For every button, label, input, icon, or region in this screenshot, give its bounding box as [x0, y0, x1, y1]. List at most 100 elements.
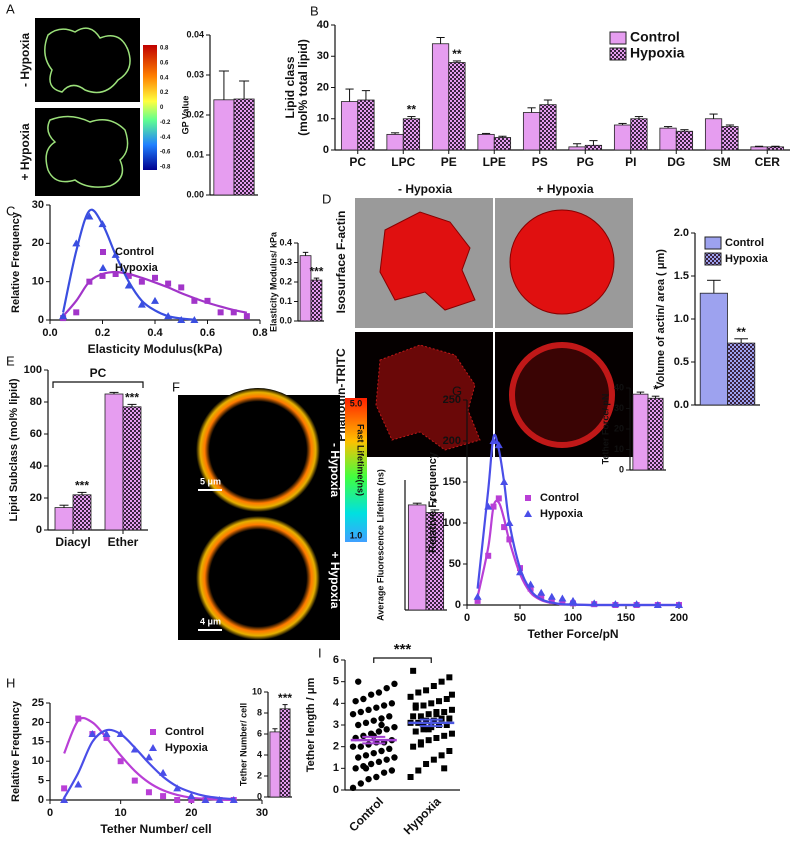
data-point	[378, 747, 385, 755]
data-point	[412, 728, 419, 735]
y-tick-label: 0	[323, 144, 329, 156]
x-tick-label: 0.4	[147, 327, 163, 339]
data-point	[415, 689, 422, 696]
y-tick-label: 4	[257, 749, 262, 759]
x-tick-label: Control	[346, 794, 386, 834]
data-point	[417, 713, 424, 720]
y-axis-label: Tether Number/ cell	[238, 703, 248, 786]
data-point	[60, 796, 69, 803]
data-point	[490, 503, 497, 510]
data-point	[526, 580, 535, 588]
data-point	[86, 278, 93, 285]
micrograph	[35, 108, 140, 196]
y-axis-label: Tether length / μm	[305, 678, 317, 773]
data-point	[501, 524, 508, 531]
y-tick-label: 0.1	[279, 296, 292, 306]
data-point	[201, 796, 210, 803]
data-point	[391, 754, 398, 761]
panel-label: H	[6, 675, 15, 690]
y-tick-label: 6	[333, 654, 339, 666]
bar	[213, 99, 235, 196]
panel-label: D	[322, 191, 331, 206]
x-tick-label: 100	[564, 612, 582, 624]
data-point	[410, 743, 417, 750]
data-point	[355, 721, 362, 729]
data-point	[74, 780, 83, 788]
significance-label: ***	[394, 641, 412, 658]
colorbar-tick-label: 0.6	[160, 60, 169, 66]
data-point	[88, 730, 97, 738]
data-point	[365, 741, 372, 748]
colorbar-tick-label: 5.0	[350, 398, 363, 408]
image-row-label: Isosurface F-actin	[334, 211, 348, 314]
y-tick-label: 0.0	[674, 399, 689, 411]
data-point	[430, 683, 437, 689]
y-tick-label: 0.04	[186, 29, 204, 39]
y-tick-label: 30	[317, 50, 329, 62]
legend-swatch	[704, 252, 722, 266]
y-tick-label: 80	[30, 396, 42, 408]
data-point	[151, 296, 159, 304]
data-point	[217, 309, 224, 316]
data-point	[443, 722, 450, 728]
data-point	[131, 777, 138, 784]
y-tick-label: 10	[32, 276, 44, 288]
data-point	[388, 700, 396, 707]
data-point	[430, 756, 437, 763]
legend-label: Control	[540, 492, 579, 504]
bar	[340, 101, 359, 151]
bar	[630, 118, 648, 151]
y-tick-label: 30	[614, 403, 624, 413]
data-point	[448, 730, 455, 737]
y-tick-label: 0	[36, 524, 42, 536]
y-tick-label: 6	[257, 728, 262, 738]
cell-outline	[44, 27, 131, 94]
data-point	[506, 536, 513, 543]
data-point	[489, 437, 498, 444]
data-point	[425, 737, 432, 744]
x-axis-label: Tether Number/ cell	[100, 822, 211, 836]
colorbar-tick-label: 0	[160, 105, 164, 111]
data-point	[229, 796, 238, 803]
significance-label: **	[452, 47, 462, 61]
y-axis-label: Lipid class	[283, 56, 297, 118]
bar	[431, 43, 450, 151]
y-tick-label: 0	[455, 599, 461, 611]
y-tick-label: 0	[38, 794, 44, 806]
legend-label: Control	[165, 726, 204, 738]
data-point	[391, 723, 398, 731]
data-point	[375, 728, 383, 735]
x-tick-label: SM	[713, 155, 731, 169]
bar	[613, 124, 632, 151]
fit-curve	[63, 728, 234, 801]
data-point	[441, 732, 448, 739]
colorbar	[345, 398, 367, 542]
data-point	[548, 597, 555, 604]
data-point	[410, 713, 417, 720]
bar	[584, 144, 603, 151]
data-point	[111, 250, 120, 258]
data-point	[164, 312, 173, 320]
data-point	[448, 706, 455, 713]
y-tick-label: 4	[333, 697, 340, 709]
legend-marker	[150, 729, 156, 735]
x-tick-label: PS	[532, 155, 548, 169]
y-tick-label: 10	[614, 444, 624, 454]
data-point	[178, 284, 185, 291]
data-point	[407, 693, 414, 700]
data-point	[485, 552, 492, 559]
colorbar-tick-label: 0.8	[160, 46, 169, 52]
y-tick-label: 0	[619, 464, 624, 474]
bar	[721, 126, 739, 151]
data-point	[59, 312, 68, 320]
panel-label: E	[6, 353, 15, 368]
data-point	[98, 220, 107, 228]
y-tick-label: 100	[24, 364, 42, 376]
x-tick-label: 150	[617, 612, 635, 624]
bar	[269, 731, 281, 798]
cell-membrane	[196, 516, 320, 640]
bar	[750, 146, 768, 151]
colorbar-tick-label: -0.2	[160, 120, 171, 126]
panel-f-images: 5 μm 4 μm - Hypoxia + Hypoxia Fast Lifet…	[178, 388, 367, 640]
